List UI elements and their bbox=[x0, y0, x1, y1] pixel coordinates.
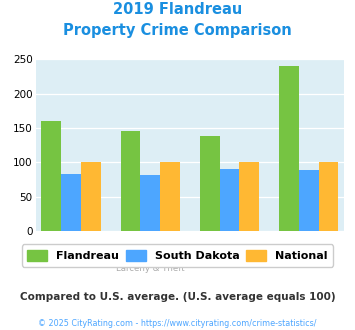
Bar bbox=[279, 66, 299, 231]
Bar bbox=[200, 136, 220, 231]
Text: Compared to U.S. average. (U.S. average equals 100): Compared to U.S. average. (U.S. average … bbox=[20, 292, 335, 302]
Bar bbox=[319, 162, 338, 231]
Bar bbox=[220, 169, 239, 231]
Text: Burglary: Burglary bbox=[290, 254, 327, 263]
Text: Motor Vehicle Theft: Motor Vehicle Theft bbox=[187, 254, 272, 263]
Text: © 2025 CityRating.com - https://www.cityrating.com/crime-statistics/: © 2025 CityRating.com - https://www.city… bbox=[38, 319, 317, 328]
Legend: Flandreau, South Dakota, National: Flandreau, South Dakota, National bbox=[22, 245, 333, 267]
Text: All Property Crime: All Property Crime bbox=[32, 254, 110, 263]
Bar bbox=[141, 176, 160, 231]
Bar bbox=[239, 162, 259, 231]
Text: Larceny & Theft: Larceny & Theft bbox=[116, 264, 185, 273]
Bar bbox=[81, 162, 101, 231]
Text: Arson: Arson bbox=[138, 244, 163, 253]
Text: Property Crime Comparison: Property Crime Comparison bbox=[63, 23, 292, 38]
Bar bbox=[42, 121, 61, 231]
Bar bbox=[299, 170, 319, 231]
Text: 2019 Flandreau: 2019 Flandreau bbox=[113, 2, 242, 16]
Bar bbox=[121, 131, 141, 231]
Bar bbox=[61, 174, 81, 231]
Bar bbox=[160, 162, 180, 231]
